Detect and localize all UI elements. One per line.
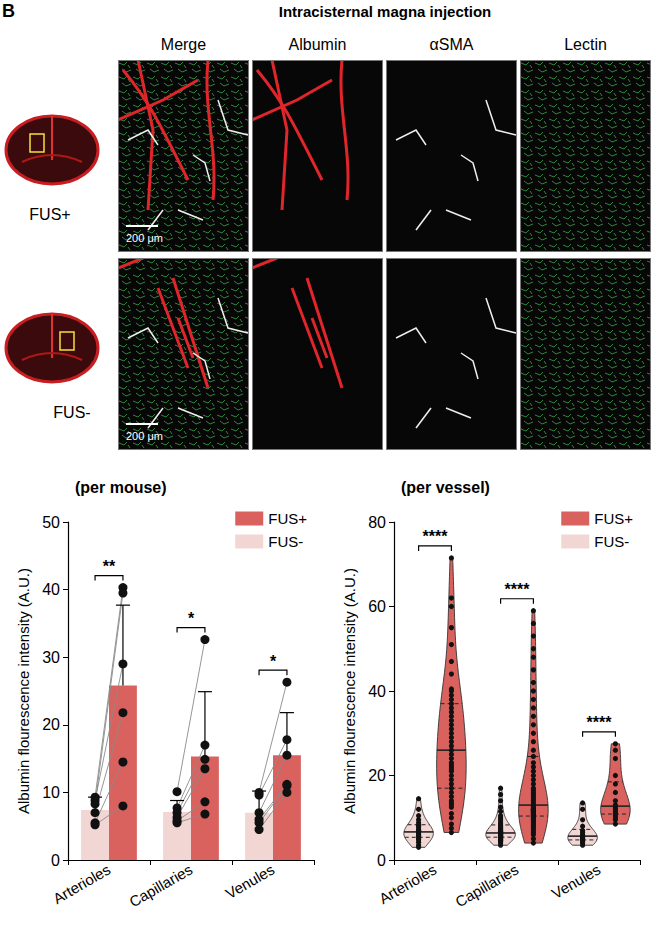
svg-text:Albumin: Albumin <box>289 36 347 53</box>
svg-text:Albumin flourescence intensity: Albumin flourescence intensity (A.U.) <box>15 568 32 814</box>
svg-text:60: 60 <box>368 598 386 615</box>
svg-text:0: 0 <box>51 852 60 869</box>
svg-text:Venules: Venules <box>223 861 278 902</box>
svg-text:Arterioles: Arterioles <box>376 861 439 907</box>
svg-text:40: 40 <box>368 683 386 700</box>
svg-text:20: 20 <box>368 767 386 784</box>
svg-text:**: ** <box>103 558 116 575</box>
svg-text:200 μm: 200 μm <box>126 232 163 244</box>
svg-text:FUS+: FUS+ <box>594 510 633 527</box>
svg-text:FUS-: FUS- <box>53 404 90 421</box>
svg-text:40: 40 <box>42 581 60 598</box>
svg-text:20: 20 <box>42 716 60 733</box>
svg-text:Venules: Venules <box>549 861 604 902</box>
svg-text:****: **** <box>587 714 613 731</box>
svg-text:Intracisternal magna injection: Intracisternal magna injection <box>279 3 492 20</box>
svg-text:****: **** <box>423 528 449 545</box>
svg-text:FUS-: FUS- <box>268 533 303 550</box>
svg-text:Capillaries: Capillaries <box>452 861 521 911</box>
svg-text:10: 10 <box>42 784 60 801</box>
svg-text:30: 30 <box>42 649 60 666</box>
svg-text:0: 0 <box>377 852 386 869</box>
svg-text:50: 50 <box>42 514 60 531</box>
svg-text:Capillaries: Capillaries <box>126 861 195 911</box>
svg-text:*: * <box>270 653 277 670</box>
svg-text:(per mouse): (per mouse) <box>75 479 167 496</box>
svg-text:FUS-: FUS- <box>594 533 629 550</box>
svg-text:Arterioles: Arterioles <box>50 861 113 907</box>
svg-text:200 μm: 200 μm <box>126 430 163 442</box>
svg-text:80: 80 <box>368 514 386 531</box>
svg-text:Lectin: Lectin <box>564 36 607 53</box>
svg-text:FUS+: FUS+ <box>29 206 70 223</box>
svg-text:Albumin flourescence intensity: Albumin flourescence intensity (A.U.) <box>341 568 358 814</box>
svg-text:*: * <box>188 610 195 627</box>
svg-text:Merge: Merge <box>161 36 206 53</box>
svg-text:B: B <box>2 1 15 21</box>
svg-text:FUS+: FUS+ <box>268 510 307 527</box>
svg-text:(per vessel): (per vessel) <box>401 479 490 496</box>
svg-text:****: **** <box>505 581 531 598</box>
svg-text:αSMA: αSMA <box>430 36 474 53</box>
